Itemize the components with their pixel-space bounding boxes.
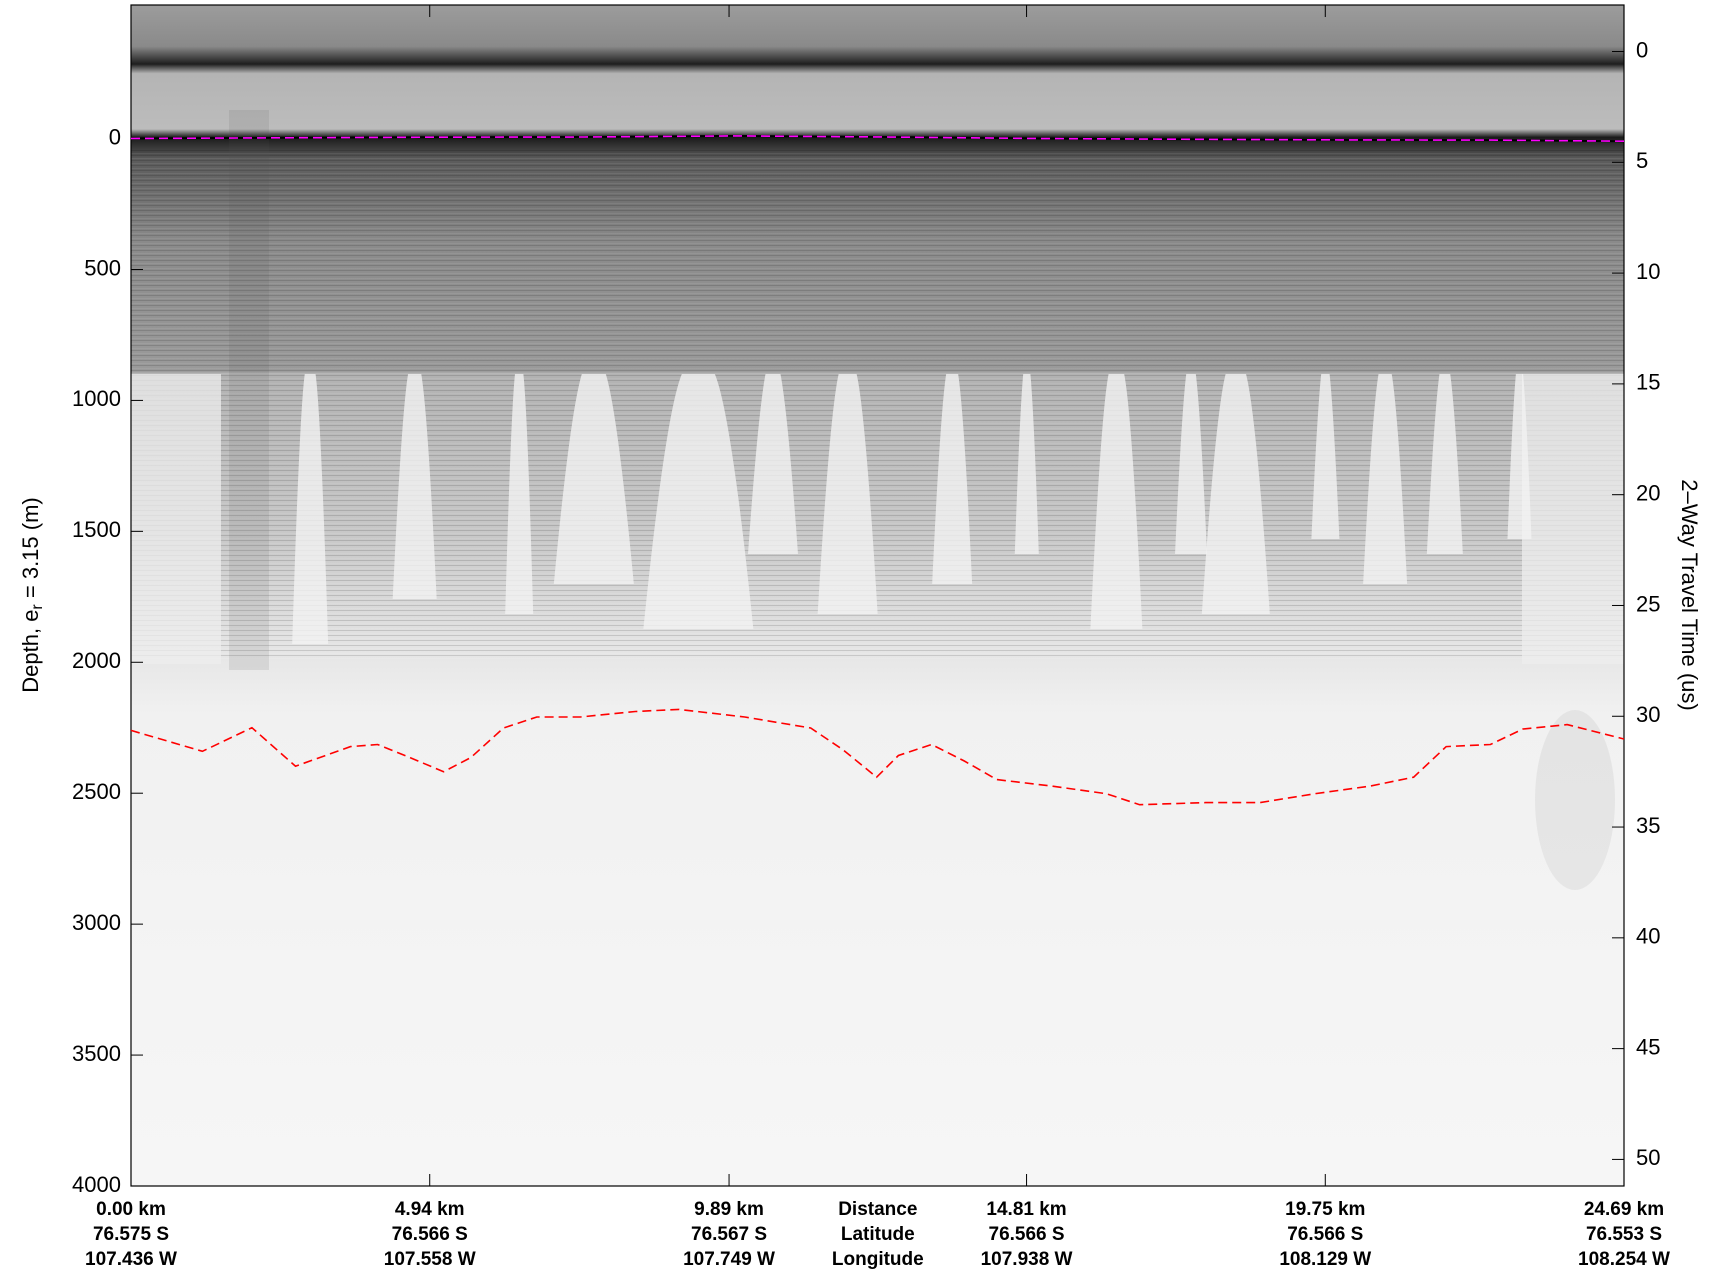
longitude-label: 108.254 W [1578,1249,1670,1270]
light-streak [747,374,798,554]
y-tick-label: 1000 [72,386,121,411]
longitude-label: 107.749 W [683,1249,775,1270]
latitude-label: 76.566 S [1287,1224,1363,1245]
light-streak [392,374,437,599]
y-tick-label: 500 [84,255,121,280]
x-tick-label: 9.89 km [694,1199,764,1220]
edge-fade [1522,374,1624,664]
x-tick-label: 14.81 km [986,1199,1066,1220]
longitude-label: 107.436 W [85,1249,177,1270]
y2-tick-label: 35 [1636,813,1660,838]
light-streak [1201,374,1270,614]
y-tick-label: 1500 [72,517,121,542]
y2-tick-label: 5 [1636,148,1648,173]
latitude-label: 76.553 S [1586,1224,1662,1245]
row-header: Longitude [832,1249,924,1270]
longitude-label: 107.938 W [981,1249,1073,1270]
y2-tick-label: 0 [1636,37,1648,62]
y2-tick-label: 10 [1636,259,1660,284]
longitude-label: 108.129 W [1279,1249,1371,1270]
y-tick-label: 2000 [72,648,121,673]
light-streak [1363,374,1408,584]
surface-underlay [130,134,1625,143]
y-tick-label: 3500 [72,1041,121,1066]
y-label-part: = 3.15 (m) [18,497,43,604]
light-streak [932,374,973,584]
dark-column [229,110,269,670]
longitude-label: 107.558 W [384,1249,476,1270]
latitude-label: 76.575 S [93,1224,169,1245]
light-streak [1014,374,1039,554]
light-streak [817,374,878,614]
streaks [292,374,1532,644]
x-tick-label: 0.00 km [96,1199,166,1220]
light-streak [1175,374,1208,554]
light-streak [1426,374,1463,554]
pick-line [130,708,1625,806]
x-tick-label: 4.94 km [395,1199,465,1220]
y2-tick-label: 15 [1636,370,1660,395]
echogram [131,5,1624,1186]
x-tick-label: 19.75 km [1285,1199,1365,1220]
edge-fade [131,374,221,664]
light-streak [292,374,329,644]
latitude-label: 76.567 S [691,1224,767,1245]
light-streak [1090,374,1143,629]
row-header: Distance [838,1199,917,1220]
y2-axis-label: 2–Way Travel Time (us) [1677,479,1702,710]
x-tick-label: 24.69 km [1584,1199,1664,1220]
y2-tick-label: 45 [1636,1034,1660,1059]
y-tick-label: 0 [109,124,121,149]
blob [1535,710,1615,890]
y-tick-label: 3000 [72,910,121,935]
y-label-part: Depth, e [18,610,43,693]
light-streak [1311,374,1340,539]
light-streak [643,374,754,629]
y2-tick-label: 20 [1636,480,1660,505]
row-header: Latitude [841,1224,915,1245]
y-tick-label: 2500 [72,779,121,804]
y-tick-label: 4000 [72,1172,121,1197]
y-label-subscript: r [29,604,46,610]
y-axis-label: Depth, er = 3.15 (m) [18,497,46,692]
y2-tick-label: 50 [1636,1145,1660,1170]
light-streak [505,374,534,614]
light-streak [553,374,634,584]
plot-frame [130,4,1625,1187]
y2-tick-label: 30 [1636,702,1660,727]
y2-tick-label: 40 [1636,924,1660,949]
light-streak [1507,374,1532,539]
latitude-label: 76.566 S [989,1224,1065,1245]
y2-tick-label: 25 [1636,591,1660,616]
latitude-label: 76.566 S [392,1224,468,1245]
